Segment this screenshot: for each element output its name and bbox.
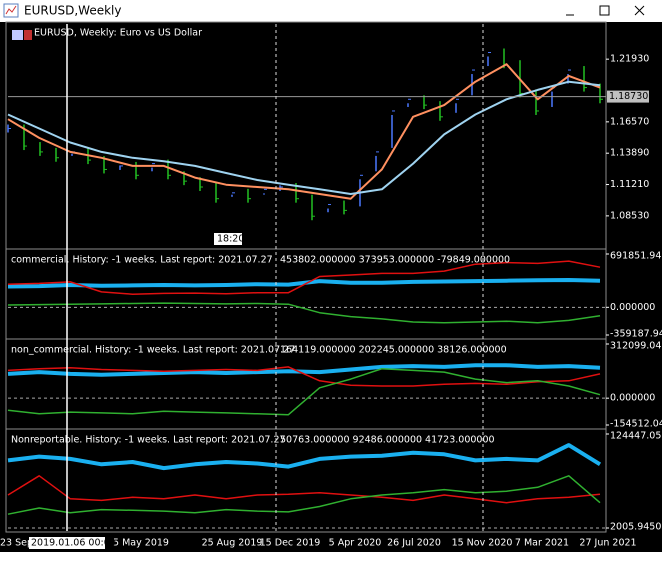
title-bar: [0, 0, 662, 22]
x-tick-label: 27 Jun 2021: [579, 538, 636, 549]
series-line: [7, 260, 601, 295]
y-tick-label: -359187.94: [610, 329, 662, 340]
x-tick-label: 26 Jul 2020: [387, 538, 441, 549]
symbol-icon: [12, 30, 23, 40]
y-tick-label: 691851.94: [610, 251, 661, 262]
panel-title: Nonreportable. History: -1 weeks. Last r…: [11, 435, 286, 446]
y-tick-label: 124447.055: [610, 431, 662, 442]
series-line: [7, 80, 601, 195]
panel-readout: 164119.000000 202245.000000 38126.000000: [280, 345, 507, 356]
close-button[interactable]: [634, 5, 645, 16]
current-price-label: 1.18730: [609, 91, 648, 102]
x-tick-label: 7 Mar 2021: [515, 538, 569, 549]
symbol-icon: [24, 30, 32, 40]
x-tick-label: 15 Dec 2019: [260, 538, 321, 549]
y-tick-label: 0.000000: [610, 393, 655, 404]
y-tick-label: 1.08530: [610, 210, 649, 221]
maximize-button[interactable]: [599, 5, 610, 16]
y-tick-label: 312099.045: [610, 341, 662, 352]
series-line: [7, 475, 601, 504]
y-tick-label: 1.13890: [610, 148, 649, 159]
window-icon-graph: [5, 5, 17, 15]
x-tick-label: 15 Nov 2020: [452, 538, 513, 549]
cursor-time: 18:20: [217, 234, 244, 245]
y-tick-label: 2005.94500: [610, 522, 662, 533]
x-tick-label: 5 Apr 2020: [329, 538, 382, 549]
series-line: [7, 363, 601, 377]
x-tick-label: 5 May 2019: [113, 538, 169, 549]
y-tick-label: 1.21930: [610, 54, 649, 65]
panel-readout: 453802.000000 373953.000000 -79849.00000…: [280, 255, 510, 266]
panel-readout: 50763.000000 92486.000000 41723.000000: [280, 435, 495, 446]
series-line: [7, 278, 601, 289]
series-line: [7, 63, 601, 200]
panel-title: commercial. History: -1 weeks. Last repo…: [11, 255, 273, 266]
x-tick-label: 25 Aug 2019: [202, 538, 263, 549]
y-tick-label: 1.16570: [610, 116, 649, 127]
y-tick-label: 0.000000: [610, 302, 655, 313]
series-line: [7, 366, 601, 387]
window-title: EURUSD,Weekly: [24, 4, 121, 18]
current-price-box: [607, 90, 649, 103]
cursor-date: 2019.01.06 00:00: [31, 538, 116, 549]
series-line: [7, 302, 601, 324]
y-tick-label: -154512.04: [610, 419, 662, 430]
series-line: [7, 367, 601, 416]
panel-frame: [5, 428, 607, 533]
panel-title: EURUSD, Weekly: Euro vs US Dollar: [34, 28, 202, 39]
cursor-date-box: [29, 537, 105, 549]
panel-title: non_commercial. History: -1 weeks. Last …: [11, 345, 295, 356]
cursor-time-box: [214, 233, 242, 245]
y-tick-label: 1.11210: [610, 179, 649, 190]
series-line: [7, 443, 602, 471]
series-line: [7, 475, 601, 515]
